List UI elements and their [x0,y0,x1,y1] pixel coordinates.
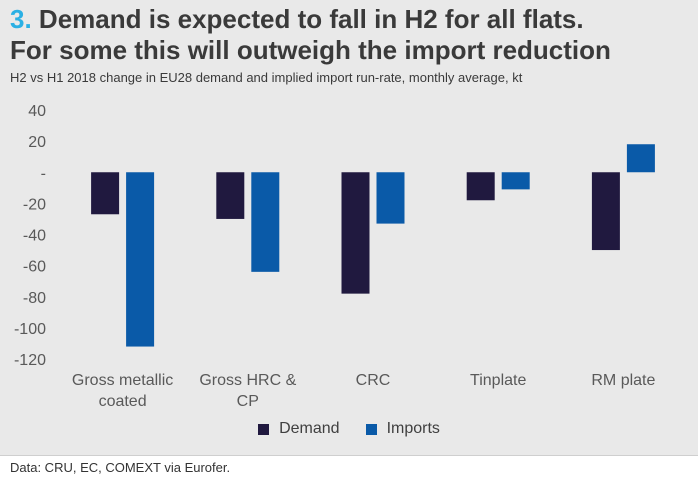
y-tick-label: -80 [23,290,46,307]
y-tick-label: 40 [28,103,46,120]
x-tick-label: Tinplate [470,372,526,389]
chart-legend: Demand Imports [0,420,698,438]
bar-chart: 40 20 - -20 -40 -60 -80 -100 -120 Gross metallic c… [14,103,656,410]
x-tick-label: CP [237,393,259,410]
bar-imports [251,172,280,272]
bar-demand [466,172,495,201]
x-tick-label: Gross metallic [72,372,173,389]
bar-imports [501,172,530,190]
y-tick-label: -20 [23,196,46,213]
legend-swatch-demand [258,423,270,435]
y-tick-label: -40 [23,228,46,245]
y-tick-label: -120 [14,352,46,369]
bar-demand [591,172,620,251]
chart-subtitle: H2 vs H1 2018 change in EU28 demand and … [10,70,523,85]
bar-demand [91,172,120,215]
x-tick-label: CRC [356,372,391,389]
source-note: Data: CRU, EC, COMEXT via Eurofer. [10,460,231,475]
y-tick-label: 20 [28,134,46,151]
x-tick-label: Gross HRC & [199,372,296,389]
legend-item-demand: Demand [258,420,340,438]
page-title: 3. Demand is expected to fall in H2 for … [10,4,690,66]
x-tick-label: RM plate [591,372,655,389]
bar-imports [626,144,655,173]
legend-label-imports: Imports [386,420,440,437]
y-tick-label: - [41,165,46,182]
y-tick-label: -60 [23,259,46,276]
bar-imports [126,172,155,347]
bar-imports [376,172,405,224]
legend-label-demand: Demand [279,420,340,437]
bar-demand [341,172,370,294]
bar-demand [216,172,245,219]
title-line-2: For some this will outweigh the import r… [10,35,611,65]
x-tick-label: coated [99,393,147,410]
legend-item-imports: Imports [365,420,440,438]
y-tick-label: -100 [14,321,46,338]
title-number: 3. [10,4,32,34]
legend-swatch-imports [365,423,377,435]
title-line-1: Demand is expected to fall in H2 for all… [38,4,584,34]
